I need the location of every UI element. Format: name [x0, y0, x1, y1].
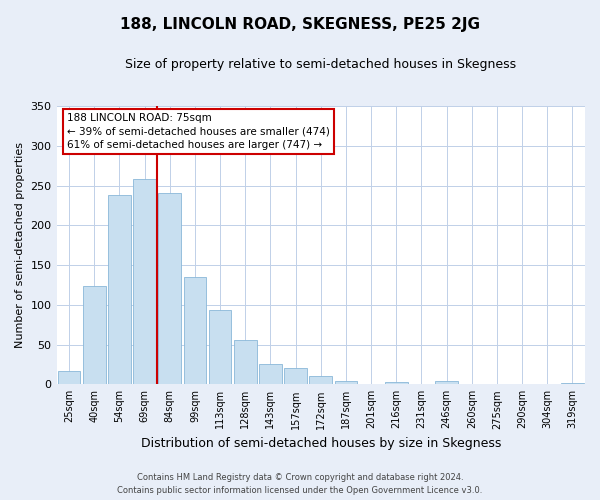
Bar [209, 310, 232, 384]
Bar [385, 382, 407, 384]
Bar [133, 180, 156, 384]
Bar [561, 382, 584, 384]
Text: 188, LINCOLN ROAD, SKEGNESS, PE25 2JG: 188, LINCOLN ROAD, SKEGNESS, PE25 2JG [120, 18, 480, 32]
Bar [234, 340, 257, 384]
Y-axis label: Number of semi-detached properties: Number of semi-detached properties [15, 142, 25, 348]
Text: 188 LINCOLN ROAD: 75sqm
← 39% of semi-detached houses are smaller (474)
61% of s: 188 LINCOLN ROAD: 75sqm ← 39% of semi-de… [67, 114, 330, 150]
Bar [58, 371, 80, 384]
Text: Contains HM Land Registry data © Crown copyright and database right 2024.
Contai: Contains HM Land Registry data © Crown c… [118, 474, 482, 495]
Bar [108, 196, 131, 384]
Bar [83, 286, 106, 384]
Bar [435, 381, 458, 384]
Bar [184, 277, 206, 384]
Bar [259, 364, 282, 384]
Bar [310, 376, 332, 384]
Bar [335, 381, 357, 384]
Title: Size of property relative to semi-detached houses in Skegness: Size of property relative to semi-detach… [125, 58, 517, 70]
X-axis label: Distribution of semi-detached houses by size in Skegness: Distribution of semi-detached houses by … [140, 437, 501, 450]
Bar [158, 193, 181, 384]
Bar [284, 368, 307, 384]
